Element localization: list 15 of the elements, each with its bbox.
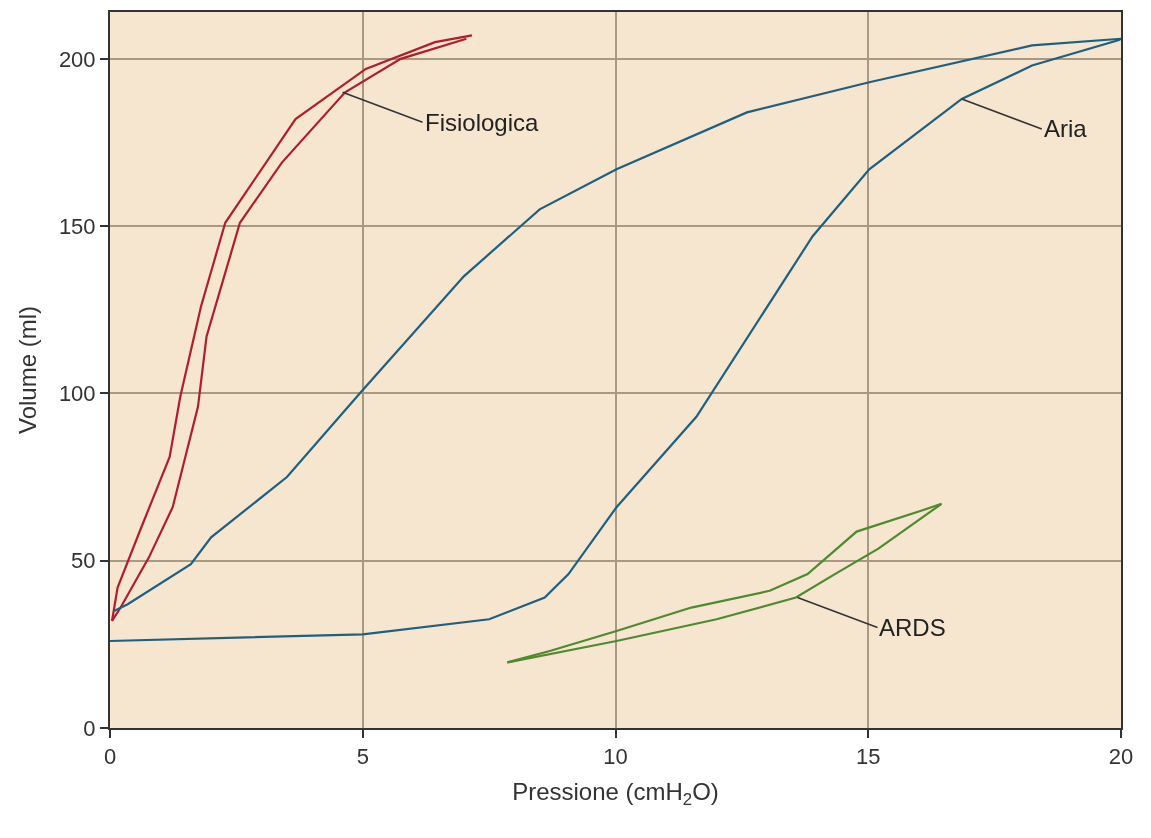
y-tick-label: 0: [83, 715, 96, 741]
y-tick-label: 150: [58, 213, 96, 239]
annotation: Fisiologica: [425, 109, 540, 136]
x-tick-label: 5: [356, 744, 369, 770]
x-tick-label: 10: [603, 744, 628, 770]
y-tick-label: 50: [71, 548, 96, 574]
y-axis-title: Volume (ml): [14, 305, 42, 435]
x-axis-title: Pressione (cmH$_{2}$O): [512, 778, 719, 810]
x-tick-label: 20: [1108, 744, 1134, 770]
annotation: ARDS: [879, 614, 946, 641]
y-tick-label: 200: [58, 46, 96, 72]
x-tick-label: 0: [103, 744, 117, 770]
annotation: Aria: [1044, 115, 1088, 142]
y-tick-label: 100: [58, 381, 96, 407]
x-tick-label: 15: [856, 744, 881, 770]
